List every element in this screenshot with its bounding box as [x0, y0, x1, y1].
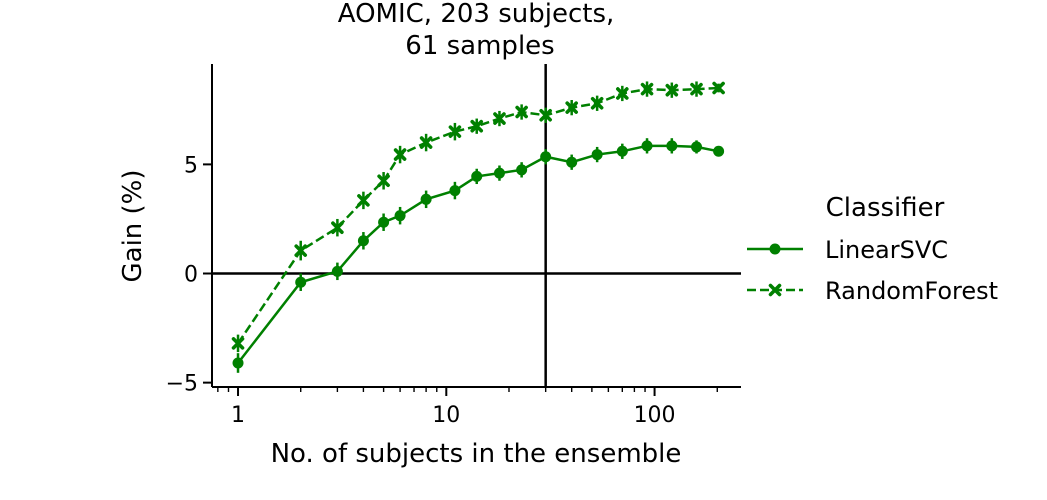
legend-title: Classifier [826, 193, 945, 223]
data-point-randomforest [590, 96, 604, 110]
x-tick-label: 1 [231, 403, 245, 428]
legend-label-linearsvc: LinearSVC [825, 236, 948, 264]
data-point-linearsvc [394, 210, 406, 222]
data-point-linearsvc [295, 276, 307, 288]
legend-label-randomforest: RandomForest [825, 277, 998, 305]
plot-area [212, 64, 741, 387]
data-point-linearsvc [566, 156, 578, 168]
legend-marker-linearsvc [769, 243, 781, 255]
data-point-randomforest [470, 119, 484, 133]
series-linearsvc [232, 138, 725, 373]
x-tick-label: 100 [634, 403, 676, 428]
data-point-randomforest [640, 82, 654, 96]
y-tick-label: 0 [184, 263, 198, 288]
data-point-linearsvc [540, 151, 552, 163]
data-point-randomforest [377, 174, 390, 188]
legend-item-randomforest: RandomForest [747, 277, 998, 305]
data-point-linearsvc [449, 185, 461, 197]
data-point-randomforest [665, 83, 679, 97]
data-point-randomforest [448, 125, 462, 138]
data-point-linearsvc [641, 140, 653, 152]
data-point-randomforest [393, 148, 407, 161]
data-point-linearsvc [232, 357, 244, 369]
data-point-linearsvc [378, 216, 390, 228]
data-point-randomforest [712, 81, 725, 95]
data-point-randomforest [231, 337, 245, 350]
data-point-randomforest [493, 112, 506, 125]
data-point-randomforest [331, 221, 344, 234]
data-point-linearsvc [666, 140, 678, 152]
data-point-linearsvc [331, 265, 343, 277]
legend-marker-randomforest [768, 283, 782, 297]
data-point-randomforest [690, 82, 703, 96]
data-point-linearsvc [691, 141, 703, 153]
y-tick-label: 5 [184, 153, 198, 178]
data-point-randomforest [515, 105, 528, 119]
x-tick-label: 10 [432, 403, 460, 428]
data-point-randomforest [616, 87, 629, 100]
data-point-linearsvc [616, 145, 628, 157]
series-randomforest [231, 81, 725, 353]
y-axis-label: Gain (%) [118, 169, 148, 282]
data-point-linearsvc [357, 235, 369, 247]
axes: 1 10 100 −5 0 5 [166, 64, 741, 428]
data-point-linearsvc [713, 145, 725, 157]
x-axis-label: No. of subjects in the ensemble [271, 439, 682, 469]
chart-title-line-2: 61 samples [405, 31, 554, 61]
data-point-randomforest [294, 244, 308, 257]
chart-title-line-1: AOMIC, 203 subjects, [338, 0, 615, 29]
data-point-randomforest [565, 101, 578, 114]
legend-item-linearsvc: LinearSVC [747, 236, 948, 264]
data-point-randomforest [419, 136, 433, 149]
data-point-linearsvc [516, 164, 528, 176]
data-point-linearsvc [591, 149, 603, 161]
data-point-randomforest [539, 108, 552, 122]
legend: Classifier LinearSVC RandomForest [747, 193, 998, 305]
data-point-linearsvc [471, 170, 483, 182]
data-point-randomforest [357, 194, 370, 207]
data-point-linearsvc [420, 193, 432, 205]
data-point-linearsvc [493, 167, 505, 179]
y-tick-label: −5 [166, 372, 198, 397]
